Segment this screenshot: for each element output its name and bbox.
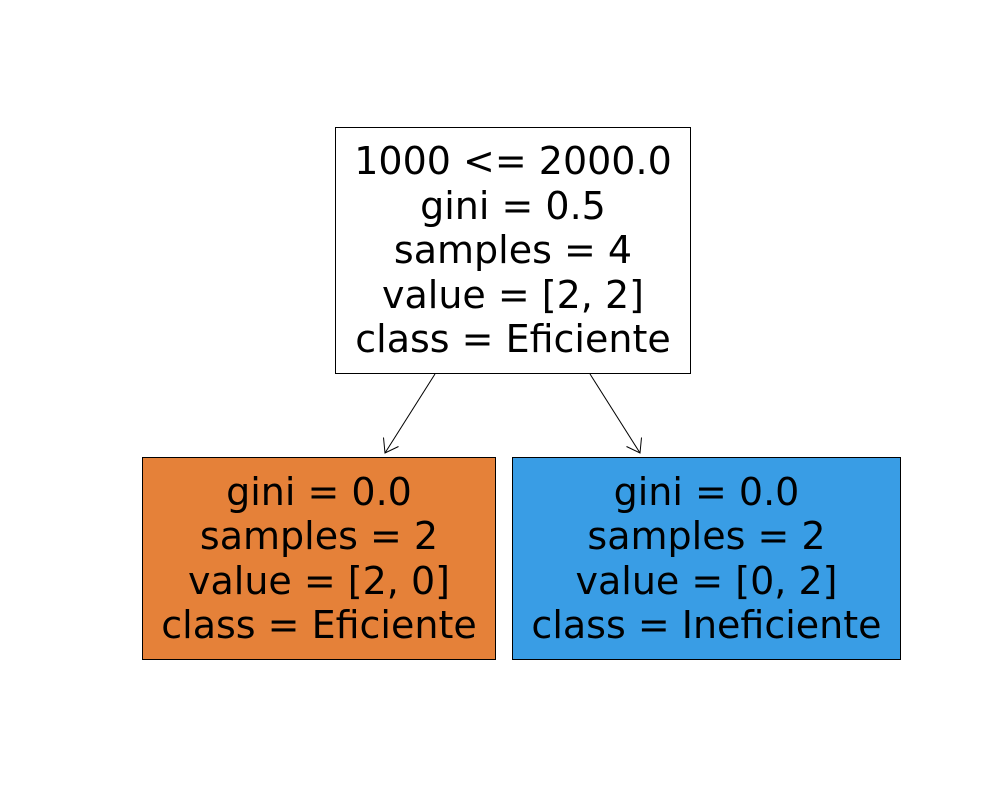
root-samples: samples = 4 [393, 228, 633, 273]
root-value: value = [2, 2] [382, 272, 644, 317]
right-samples: samples = 2 [587, 514, 826, 559]
root-gini: gini = 0.5 [420, 183, 606, 228]
root-split-rule: 1000 <= 2000.0 [354, 139, 672, 184]
left-class: class = Eficiente [161, 602, 477, 647]
right-value: value = [0, 2] [575, 558, 838, 603]
right-gini: gini = 0.0 [613, 469, 800, 514]
left-leaf-node: gini = 0.0 samples = 2 value = [2, 0] cl… [142, 457, 496, 660]
left-value: value = [2, 0] [188, 558, 450, 603]
edge-root-to-right [589, 373, 642, 454]
right-leaf-node: gini = 0.0 samples = 2 value = [0, 2] cl… [512, 457, 901, 660]
left-samples: samples = 2 [199, 514, 439, 559]
left-gini: gini = 0.0 [226, 469, 412, 514]
root-node: 1000 <= 2000.0 gini = 0.5 samples = 4 va… [335, 127, 691, 374]
root-class: class = Eficiente [355, 317, 671, 362]
right-class: class = Ineficiente [531, 602, 882, 647]
edge-root-to-left [383, 373, 436, 454]
